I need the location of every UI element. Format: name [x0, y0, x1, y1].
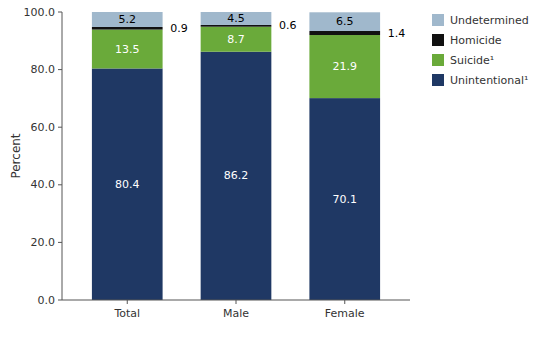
data-label: 5.2 — [119, 13, 137, 26]
data-label: 1.4 — [388, 27, 406, 40]
legend: Undetermined Homicide Suicide¹ Unintentiona… — [432, 14, 529, 87]
y-tick — [58, 300, 62, 301]
legend-swatch — [432, 54, 444, 66]
y-tick-label: 20.0 — [31, 236, 56, 249]
data-label: 4.5 — [227, 12, 245, 25]
y-tick — [58, 12, 62, 13]
data-label: 0.9 — [170, 22, 188, 35]
y-axis-label: Percent — [9, 133, 23, 178]
chart: 0.0 20.0 40.0 60.0 80.0 100.0 Total Male Female P… — [0, 0, 560, 341]
x-tick-label: Male — [223, 307, 249, 320]
bar-segment — [201, 27, 272, 52]
data-label: 13.5 — [115, 43, 140, 56]
legend-swatch — [432, 14, 444, 26]
legend-label: Unintentional¹ — [450, 74, 528, 87]
x-tick-label: Female — [325, 307, 365, 320]
x-tick — [236, 300, 237, 304]
legend-label: Homicide — [450, 34, 502, 47]
data-label: 8.7 — [227, 33, 245, 46]
y-tick-label: 60.0 — [31, 121, 56, 134]
x-tick — [127, 300, 128, 304]
y-tick-label: 0.0 — [38, 294, 56, 307]
data-label: 21.9 — [333, 60, 358, 73]
y-tick-label: 40.0 — [31, 178, 56, 191]
data-label: 6.5 — [336, 15, 354, 28]
y-tick-label: 80.0 — [31, 63, 56, 76]
data-label: 80.4 — [115, 178, 140, 191]
bar-segment — [92, 12, 163, 27]
y-tick — [58, 242, 62, 243]
bars — [92, 12, 380, 300]
x-tick — [344, 300, 345, 304]
y-tick — [58, 69, 62, 70]
legend-swatch — [432, 34, 444, 46]
bar-segment — [92, 30, 163, 69]
y-tick-label: 100.0 — [24, 6, 56, 19]
bar-segment — [92, 68, 163, 300]
bar-segment — [309, 98, 380, 300]
legend-label: Undetermined — [450, 14, 529, 27]
legend-swatch — [432, 74, 444, 86]
data-label: 0.6 — [279, 19, 297, 32]
y-axis-line — [62, 12, 63, 300]
bar-segment — [92, 27, 163, 30]
bar-segment — [201, 25, 272, 27]
bar-segment — [309, 12, 380, 31]
bar-segment — [201, 52, 272, 300]
x-tick-label: Total — [113, 307, 140, 320]
y-tick — [58, 184, 62, 185]
bar-segment — [309, 31, 380, 35]
y-tick — [58, 127, 62, 128]
bar-segment — [309, 35, 380, 98]
data-label: 70.1 — [333, 193, 358, 206]
legend-label: Suicide¹ — [450, 54, 494, 67]
bar-segment — [201, 12, 272, 25]
data-label: 86.2 — [224, 169, 249, 182]
